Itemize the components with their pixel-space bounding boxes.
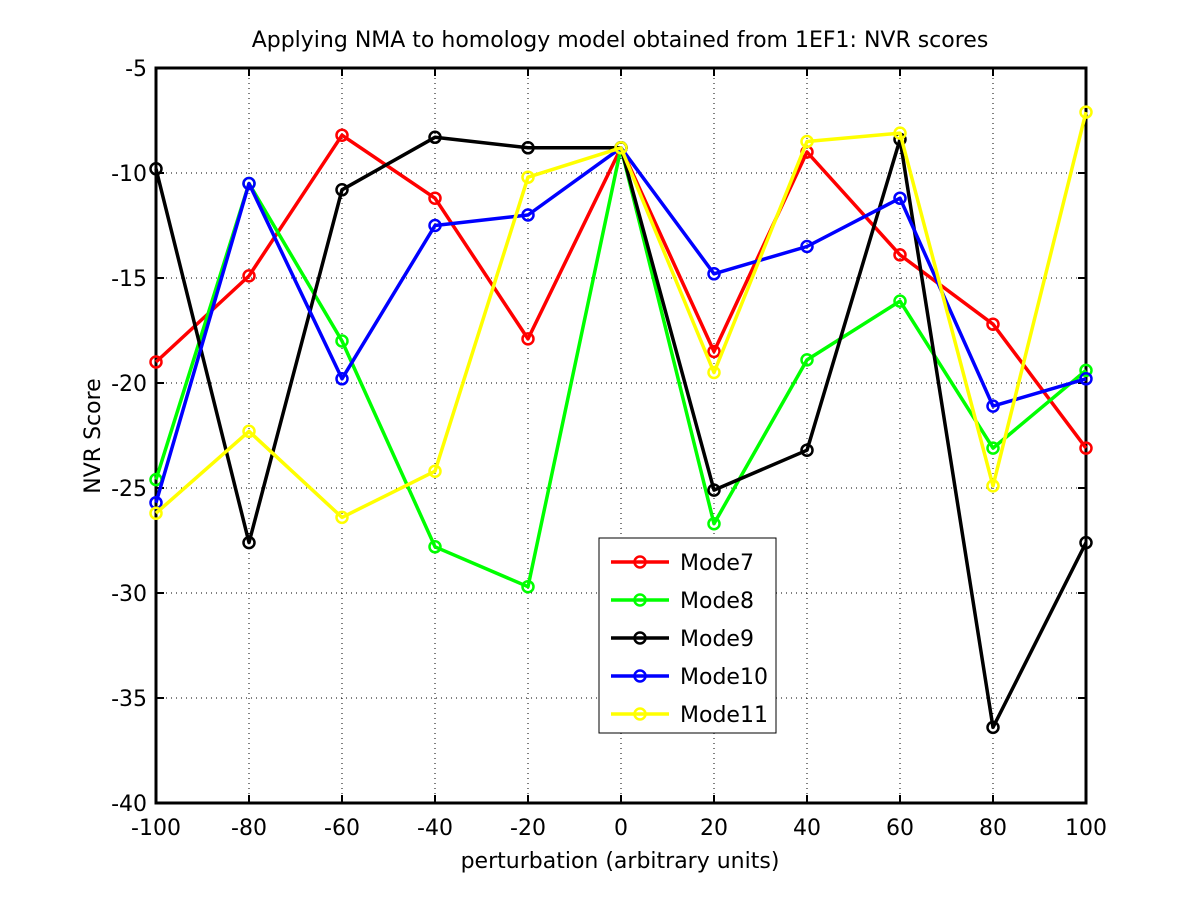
x-tick-label: -80: [231, 816, 267, 841]
legend-marker: [633, 631, 647, 645]
data-point-mode10: [242, 176, 256, 191]
x-tick-label: -60: [324, 816, 360, 841]
data-point-mode8: [1079, 363, 1093, 378]
legend-label: Mode7: [680, 551, 754, 576]
x-tick-label: -40: [417, 816, 453, 841]
series-line-mode11: [154, 111, 1088, 520]
data-point-mode7: [521, 332, 535, 346]
data-point-mode8: [707, 516, 721, 531]
data-point-mode11: [428, 464, 442, 478]
data-point-mode9: [428, 130, 442, 145]
legend-item-mode9: Mode9: [611, 627, 754, 652]
x-axis-label: perturbation (arbitrary units): [461, 849, 780, 874]
legend-label: Mode11: [680, 703, 768, 728]
y-tick-label: -15: [111, 267, 147, 292]
data-point-mode10: [1079, 372, 1093, 386]
legend-item-mode7: Mode7: [611, 551, 754, 576]
y-tick-label: -10: [111, 162, 147, 187]
data-point-mode7: [149, 355, 163, 369]
data-point-mode9: [800, 443, 814, 457]
data-point-mode9: [986, 720, 1000, 735]
y-tick-label: -5: [125, 57, 147, 82]
legend-marker: [633, 707, 647, 721]
data-point-mode11: [800, 134, 814, 149]
x-tick-label: 40: [793, 816, 821, 841]
data-point-mode8: [428, 540, 442, 554]
data-point-mode7: [428, 191, 442, 205]
data-point-mode8: [521, 579, 535, 594]
data-point-mode9: [707, 483, 721, 497]
chart-title: Applying NMA to homology model obtained …: [252, 28, 989, 53]
x-tick-label: 20: [700, 816, 728, 841]
legend-marker: [633, 555, 647, 569]
data-point-mode11: [242, 424, 256, 439]
data-point-mode11: [1079, 105, 1093, 119]
data-point-mode9: [242, 535, 256, 550]
axis-ticks: -100 -80 -60 -40 -20 0 20 40 60 80 100 -5 -10 -15 -20 -…: [111, 57, 1107, 841]
y-tick-label: -25: [111, 477, 147, 502]
y-tick-label: -30: [111, 582, 147, 607]
y-tick-label: -40: [111, 792, 147, 817]
data-point-mode7: [986, 317, 1000, 331]
data-point-mode11: [893, 126, 907, 140]
x-tick-label: 100: [1065, 816, 1107, 841]
series-mode11: [149, 105, 1093, 525]
legend-item-mode8: Mode8: [611, 589, 754, 614]
legend-label: Mode8: [680, 589, 754, 614]
data-point-mode10: [893, 191, 907, 205]
data-point-mode11: [521, 170, 535, 184]
data-point-mode11: [614, 141, 628, 155]
data-point-mode7: [242, 269, 256, 283]
x-tick-label: -20: [510, 816, 546, 841]
data-point-mode10: [428, 218, 442, 233]
data-point-mode9: [1079, 535, 1093, 550]
data-point-mode10: [986, 399, 1000, 413]
data-point-mode11: [707, 365, 721, 380]
data-point-mode10: [521, 208, 535, 222]
data-point-mode8: [986, 441, 1000, 455]
series-line-mode7: [154, 133, 1088, 450]
x-tick-label: 80: [979, 816, 1007, 841]
data-point-mode10: [335, 372, 349, 386]
data-point-mode9: [335, 183, 349, 197]
data-point-mode7: [893, 248, 907, 262]
data-point-mode8: [893, 294, 907, 308]
data-point-mode7: [335, 128, 349, 142]
y-tick-label: -35: [111, 687, 147, 712]
legend-marker: [633, 593, 647, 607]
data-point-mode11: [986, 479, 1000, 493]
series-line-mode10: [154, 146, 1087, 504]
data-point-mode11: [149, 506, 163, 520]
data-point-mode11: [335, 510, 349, 525]
plot-frame: [154, 66, 1088, 805]
data-point-mode9: [149, 162, 163, 176]
legend-item-mode10: Mode10: [611, 665, 768, 690]
data-point-mode9: [521, 141, 535, 155]
series-layer: [149, 105, 1093, 735]
legend-item-mode11: Mode11: [611, 703, 768, 728]
x-tick-label: 60: [886, 816, 914, 841]
legend-marker: [633, 669, 647, 683]
data-point-mode7: [707, 344, 721, 359]
legend-box: [598, 537, 777, 734]
y-axis-label: NVR Score: [81, 378, 106, 493]
y-tick-label: -20: [111, 372, 147, 397]
legend: Mode7 Mode8 Mode9 Mode10 Mode11: [598, 537, 777, 734]
legend-label: Mode9: [680, 627, 754, 652]
data-point-mode10: [707, 267, 721, 281]
data-point-mode8: [800, 353, 814, 367]
x-tick-label: -100: [131, 816, 181, 841]
x-tick-label: 0: [614, 816, 628, 841]
legend-label: Mode10: [680, 665, 768, 690]
data-point-mode8: [335, 334, 349, 348]
data-point-mode10: [800, 239, 814, 254]
data-point-mode7: [1079, 441, 1093, 455]
